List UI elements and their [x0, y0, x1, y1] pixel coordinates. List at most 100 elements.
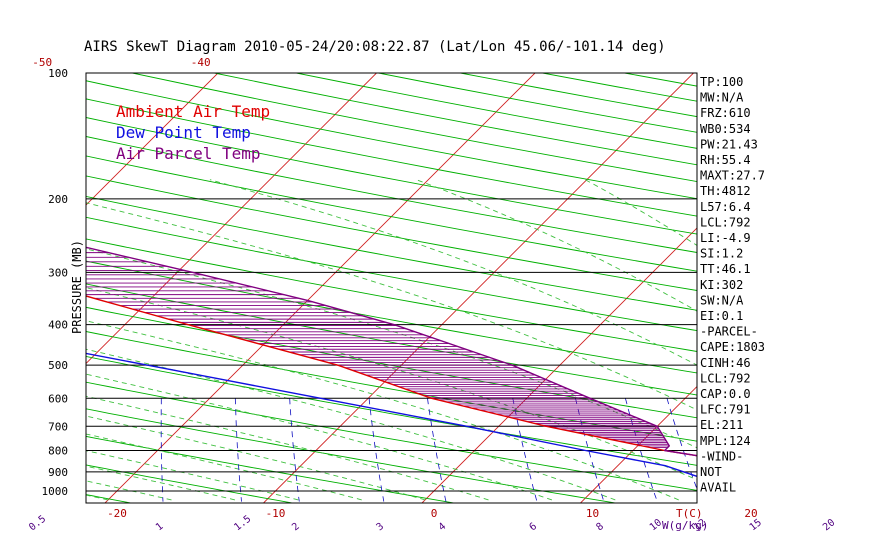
moist-adiabat-lines	[86, 179, 697, 501]
mixing-ratio-line	[427, 398, 447, 502]
mixing-ratio-tick-label: 2	[290, 521, 302, 533]
index-value: TT:46.1	[700, 262, 751, 276]
index-value: TH:4812	[700, 184, 751, 198]
index-value: CAP:0.0	[700, 387, 751, 401]
isotherm-line	[104, 73, 536, 503]
index-value: NOT	[700, 465, 722, 479]
isotherm-line	[86, 73, 377, 365]
mixing-ratio-tick-label: 1	[154, 521, 166, 533]
index-value: SW:N/A	[700, 293, 744, 307]
dry-adiabat-line	[86, 155, 697, 272]
index-value: PW:21.43	[700, 137, 758, 151]
index-value: LI:-4.9	[700, 231, 751, 245]
pressure-tick-label: 700	[48, 420, 68, 433]
index-value: KI:302	[700, 278, 743, 292]
mixing-ratio-line	[787, 398, 830, 501]
moist-adiabat-line	[86, 465, 236, 501]
pressure-tick-label: 1000	[42, 485, 69, 498]
index-value: FRZ:610	[700, 106, 751, 120]
index-value: MW:N/A	[700, 91, 744, 105]
moist-adiabat-line	[86, 415, 426, 501]
dry-adiabat-line	[86, 216, 697, 332]
plot-frame	[85, 72, 698, 504]
index-value: AVAIL	[700, 481, 736, 495]
index-value: CAPE:1803	[700, 340, 765, 354]
moist-adiabat-line	[86, 202, 697, 411]
index-value: -PARCEL-	[700, 325, 758, 339]
mixing-ratio-line	[512, 398, 538, 502]
dry-adiabat-line	[86, 381, 697, 491]
mixing-ratio-line	[289, 398, 300, 502]
index-value: RH:55.4	[700, 153, 751, 167]
pressure-axis: 100 200 300 400 500 600 700 800 900 1000	[42, 67, 69, 498]
index-value: LCL:792	[700, 371, 751, 385]
dry-adiabat-line	[86, 494, 131, 503]
dry-adiabat-line	[86, 238, 697, 352]
legend: Ambient Air Temp Dew Point Temp Air Parcel…	[116, 102, 270, 163]
mixing-ratio-line	[234, 398, 242, 502]
bottom-temp-axis: -50-40-30-20-100102030	[107, 507, 758, 520]
moist-adiabat-line	[86, 287, 697, 481]
pressure-tick-label: 400	[48, 319, 68, 332]
mixing-ratio-tick-label: 6	[528, 521, 540, 533]
mixing-ratio-lines	[160, 398, 870, 502]
index-value: MPL:124	[700, 434, 751, 448]
dry-adiabat-line	[86, 136, 697, 253]
index-value: LCL:792	[700, 215, 751, 229]
series-line-air-parcel-temp	[86, 246, 697, 457]
x-axis-label: T(C)	[676, 507, 703, 520]
isotherm-lines	[0, 73, 697, 503]
series-line-ambient-air-temp	[86, 295, 697, 457]
moist-adiabat-line	[86, 373, 553, 501]
index-value: MAXT:27.7	[700, 169, 765, 183]
legend-entry: Ambient Air Temp	[116, 102, 270, 121]
y-axis-label: PRESSURE (MB)	[70, 240, 84, 334]
isotherm-line	[0, 73, 60, 503]
moist-adiabat-line	[416, 179, 697, 312]
mixing-ratio-axis: 0.10.20.511.52346810121520253040	[27, 514, 837, 534]
pressure-tick-label: 100	[48, 67, 68, 80]
cape-hatching	[86, 247, 670, 448]
chart-title: AIRS SkewT Diagram 2010-05-24/20:08:22.8…	[84, 39, 666, 55]
dry-adiabat-lines	[86, 73, 870, 503]
mixing-ratio-tick-label: 3	[375, 521, 387, 533]
pressure-tick-label: 500	[48, 359, 68, 372]
dry-adiabat-line	[214, 73, 697, 166]
isotherm-line	[86, 73, 219, 206]
dry-adiabat-line	[86, 464, 292, 503]
index-value: LFC:791	[700, 403, 751, 417]
mixing-ratio-line	[842, 398, 870, 501]
moist-adiabat-line	[86, 433, 362, 501]
dry-adiabat-line	[86, 331, 697, 442]
dry-adiabat-line	[86, 175, 697, 291]
dry-adiabat-line	[86, 408, 615, 503]
pressure-tick-label: 600	[48, 392, 68, 405]
dry-adiabat-line	[86, 283, 697, 396]
legend-entry: Air Parcel Temp	[116, 144, 261, 163]
index-value: CINH:46	[700, 356, 751, 370]
dry-adiabat-line	[789, 73, 870, 503]
bottom-temp-tick-label: -10	[266, 507, 286, 520]
index-value: EI:0.1	[700, 309, 743, 323]
mixing-ratio-line	[368, 398, 385, 502]
moist-adiabat-line	[86, 320, 679, 501]
index-value: -WIND-	[700, 449, 743, 463]
mixing-ratio-tick-label: 1.5	[232, 514, 253, 534]
mixing-ratio-axis-label: W(g/kg)	[662, 519, 708, 532]
dry-adiabat-line	[86, 435, 454, 503]
moist-adiabat-line	[86, 248, 697, 449]
index-value: WB0:534	[700, 122, 751, 136]
mixing-ratio-tick-label: 8	[594, 521, 606, 533]
legend-entry: Dew Point Temp	[116, 123, 251, 142]
top-temp-axis: -120-110-100-90-80-70-60-50-40	[32, 56, 210, 69]
series-line-dew-point-temp	[86, 352, 697, 478]
index-value: L57:6.4	[700, 200, 751, 214]
index-value: SI:1.2	[700, 247, 743, 261]
index-value: EL:211	[700, 418, 743, 432]
isobar-lines	[86, 73, 697, 492]
index-value: TP:100	[700, 75, 743, 89]
bottom-temp-tick-label: 20	[744, 507, 757, 520]
dry-adiabat-line	[86, 195, 697, 311]
